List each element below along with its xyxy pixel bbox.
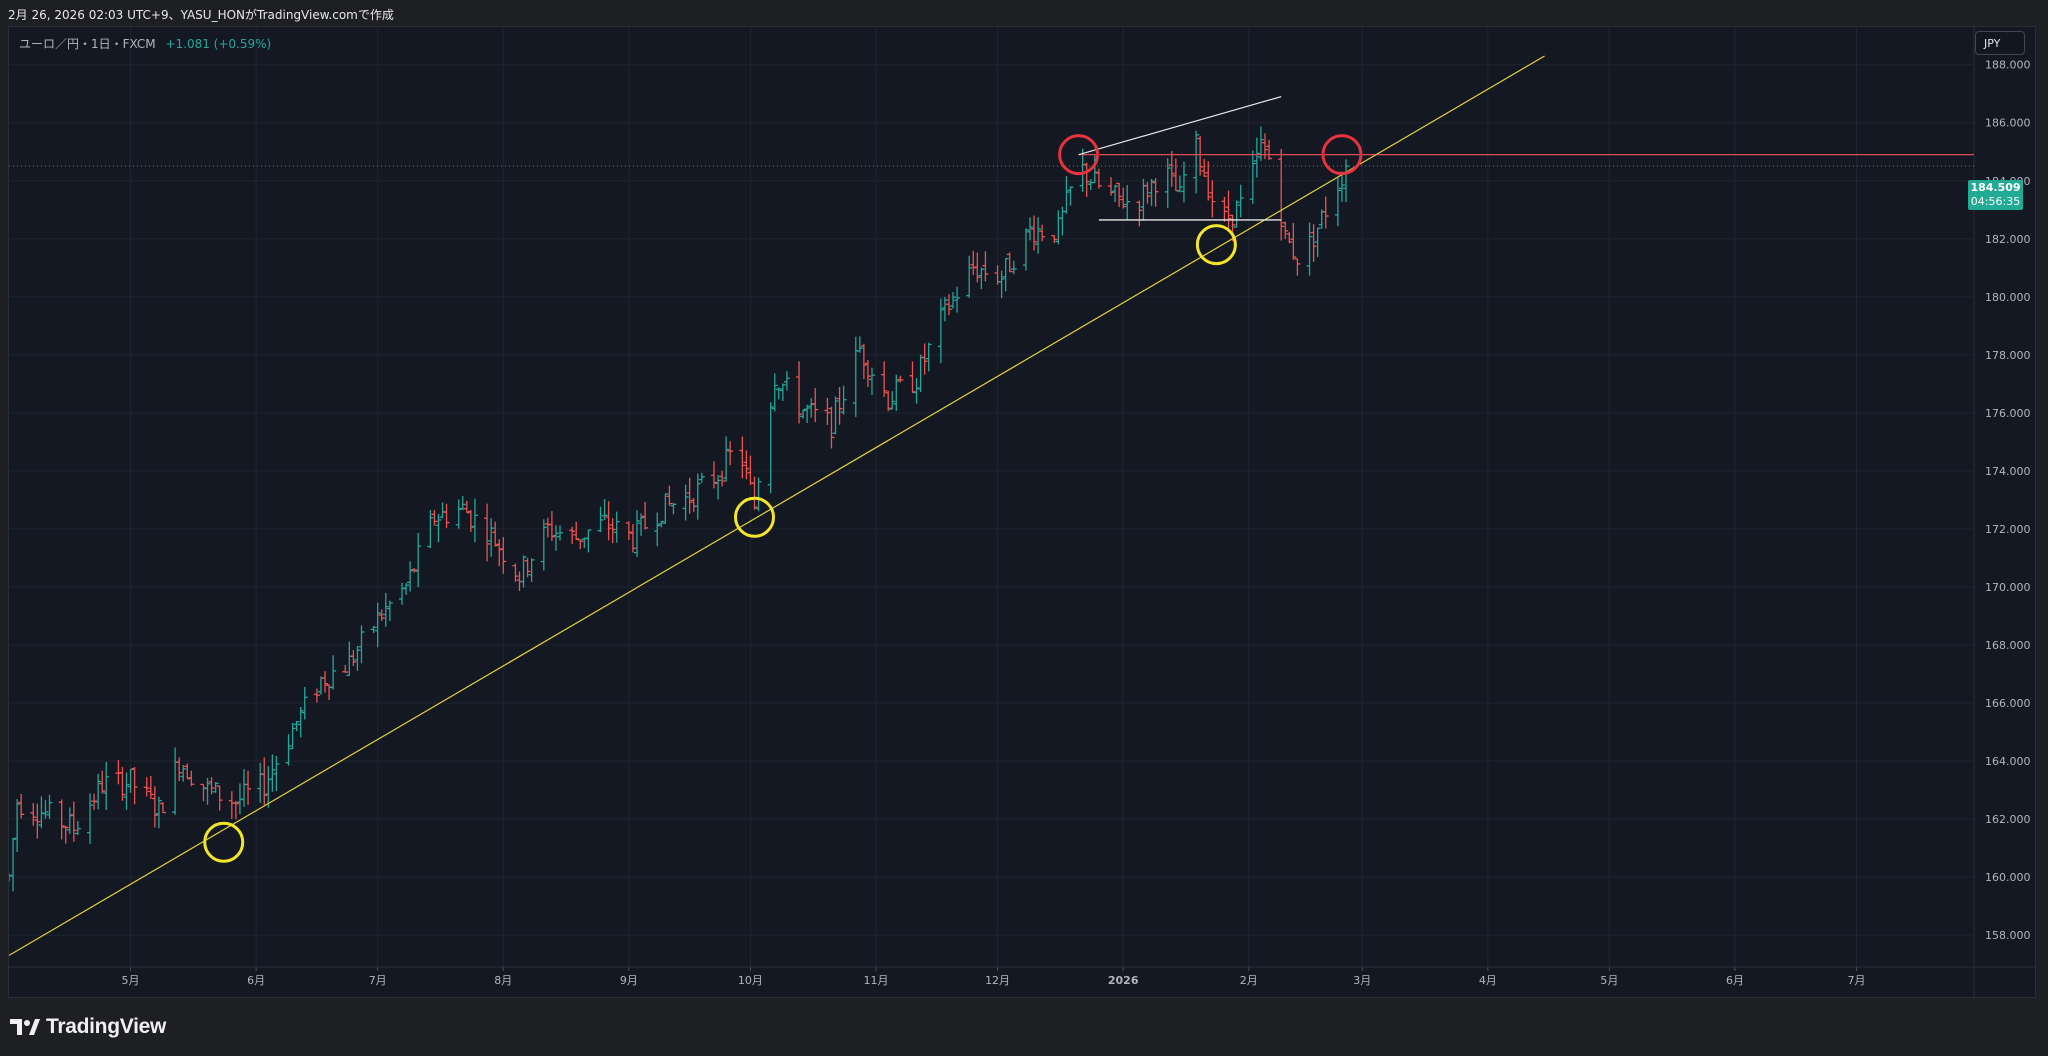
time-tick-label: 12月 [985, 974, 1010, 987]
time-tick-label: 2月 [1240, 974, 1258, 987]
time-tick-label: 6月 [247, 974, 265, 987]
upper-trend-segment[interactable] [1078, 96, 1282, 156]
time-tick-label: 4月 [1479, 974, 1497, 987]
price-tick-label: 172.000 [1985, 523, 2031, 536]
chart-pane[interactable]: 188.000186.000184.000182.000180.000178.0… [8, 26, 2036, 998]
tradingview-logo-icon [10, 1019, 40, 1035]
time-tick-label: 5月 [1600, 974, 1618, 987]
last-price-badge: 184.509 04:56:35 [1968, 180, 2023, 210]
yellow-circle-marker[interactable] [733, 496, 775, 538]
price-change: +1.081 (+0.59%) [165, 37, 272, 51]
price-tick-label: 186.000 [1985, 117, 2031, 130]
symbol-name: ユーロ／円・1日・FXCM [19, 37, 156, 51]
red-circle-marker[interactable] [1321, 134, 1363, 176]
price-tick-label: 168.000 [1985, 639, 2031, 652]
tradingview-logo-text: TradingView [46, 1015, 167, 1038]
time-tick-label: 2026 [1108, 974, 1139, 987]
price-tick-label: 164.000 [1985, 755, 2031, 768]
chart-caption: 2月 26, 2026 02:03 UTC+9、YASU_HONがTrading… [8, 8, 394, 22]
bar-countdown: 04:56:35 [1970, 195, 2021, 208]
time-tick-label: 7月 [1848, 974, 1866, 987]
price-tick-label: 182.000 [1985, 233, 2031, 246]
time-tick-label: 5月 [122, 974, 140, 987]
price-tick-label: 166.000 [1985, 697, 2031, 710]
price-tick-label: 180.000 [1985, 291, 2031, 304]
price-tick-label: 174.000 [1985, 465, 2031, 478]
tradingview-logo[interactable]: TradingView [10, 1014, 166, 1040]
yellow-circle-marker[interactable] [1195, 224, 1237, 266]
trendline[interactable] [9, 55, 1545, 956]
yellow-circle-marker[interactable] [203, 821, 245, 863]
time-tick-label: 7月 [369, 974, 387, 987]
time-tick-label: 10月 [738, 974, 763, 987]
price-tick-label: 160.000 [1985, 871, 2031, 884]
time-tick-label: 9月 [620, 974, 638, 987]
time-tick-label: 3月 [1353, 974, 1371, 987]
price-tick-label: 188.000 [1985, 59, 2031, 72]
time-tick-label: 11月 [864, 974, 889, 987]
red-circle-marker[interactable] [1058, 134, 1100, 176]
last-price-value: 184.509 [1970, 181, 2021, 194]
symbol-legend[interactable]: ユーロ／円・1日・FXCM +1.081 (+0.59%) [19, 35, 271, 52]
time-tick-label: 6月 [1726, 974, 1744, 987]
price-tick-label: 178.000 [1985, 349, 2031, 362]
currency-button[interactable]: JPY [1975, 31, 2025, 55]
price-chart[interactable]: 188.000186.000184.000182.000180.000178.0… [9, 27, 2035, 997]
price-tick-label: 158.000 [1985, 929, 2031, 942]
price-tick-label: 162.000 [1985, 813, 2031, 826]
price-tick-label: 176.000 [1985, 407, 2031, 420]
time-tick-label: 8月 [494, 974, 512, 987]
price-tick-label: 170.000 [1985, 581, 2031, 594]
